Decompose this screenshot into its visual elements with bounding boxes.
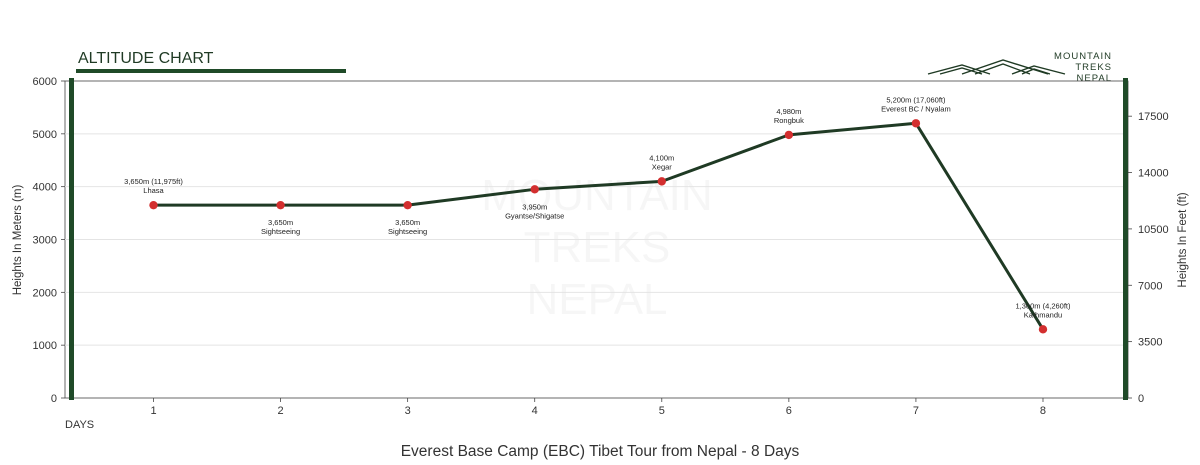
data-point xyxy=(657,177,666,186)
x-axis-title: DAYS xyxy=(65,419,94,431)
point-annotations: 3,650m (11,975ft)Lhasa3,650mSightseeing3… xyxy=(124,95,1071,319)
y-tick-label: 2000 xyxy=(33,287,57,299)
right-accent-bar xyxy=(1123,78,1128,400)
data-label-value: 4,100m xyxy=(649,153,674,162)
watermark-line-2: TREKS xyxy=(524,223,671,272)
x-tick-label: 3 xyxy=(405,405,411,417)
data-point xyxy=(784,130,794,140)
series-line xyxy=(153,121,1045,331)
data-label-place: Rongbuk xyxy=(774,116,804,125)
y-tick-label: 3000 xyxy=(33,235,57,247)
data-point xyxy=(403,200,412,210)
data-label-place: Sightseeing xyxy=(388,227,427,236)
x-axis: 1 2 3 4 5 6 7 8 xyxy=(150,398,1046,417)
left-accent-bar xyxy=(69,78,74,400)
y-tick-label: 1000 xyxy=(33,340,57,352)
y2-tick-label: 7000 xyxy=(1138,280,1162,292)
data-label-place: Kathmandu xyxy=(1024,310,1062,319)
data-point xyxy=(911,119,921,128)
data-label-place: Sightseeing xyxy=(261,227,300,236)
altitude-series xyxy=(149,119,1048,334)
y-tick-label: 4000 xyxy=(33,182,57,194)
data-point xyxy=(149,200,158,210)
x-tick-label: 4 xyxy=(532,405,538,417)
y2-tick-label: 14000 xyxy=(1138,168,1169,180)
data-label-place: Xegar xyxy=(652,162,673,171)
chart-subtitle: Everest Base Camp (EBC) Tibet Tour from … xyxy=(401,443,800,460)
mountain-peaks-icon xyxy=(927,59,1066,75)
y-axis-left: 0 1000 2000 3000 4000 5000 6000 xyxy=(33,76,65,405)
data-point xyxy=(276,200,285,210)
x-tick-label: 8 xyxy=(1040,405,1046,417)
y-axis-title: Heights In Meters (m) xyxy=(12,185,24,296)
gridlines xyxy=(65,133,1128,346)
logo-line-2: TREKS xyxy=(1075,62,1112,73)
watermark: MOUNTAIN TREKS NEPAL xyxy=(481,171,712,324)
data-point xyxy=(1038,325,1048,334)
chart-title: ALTITUDE CHART xyxy=(78,50,214,67)
y2-tick-label: 3500 xyxy=(1138,337,1162,349)
data-label-value: 3,950m xyxy=(522,202,547,211)
x-tick-label: 6 xyxy=(786,405,792,417)
data-label-place: Gyantse/Shigatse xyxy=(505,211,564,220)
y-tick-label: 5000 xyxy=(33,129,57,141)
y2-tick-label: 17500 xyxy=(1138,111,1169,123)
y2-tick-label: 10500 xyxy=(1138,224,1169,236)
data-label-place: Everest BC / Nyalam xyxy=(881,104,951,113)
y2-axis-title: Heights In Feet (ft) xyxy=(1177,192,1189,287)
data-label-value: 3,650m (11,975ft) xyxy=(124,177,183,186)
x-tick-label: 7 xyxy=(913,405,919,417)
data-label-value: 4,980m xyxy=(776,107,801,116)
brand-logo: MOUNTAIN TREKS NEPAL xyxy=(927,51,1112,84)
y-tick-label: 6000 xyxy=(33,76,57,88)
data-point xyxy=(530,185,539,194)
logo-line-3: NEPAL xyxy=(1077,73,1112,84)
y2-tick-label: 0 xyxy=(1138,393,1144,405)
x-tick-label: 1 xyxy=(150,405,156,417)
data-label-place: Lhasa xyxy=(143,186,164,195)
y-axis-right: 0 3500 7000 10500 14000 17500 xyxy=(1128,111,1169,405)
data-label-value: 5,200m (17,060ft) xyxy=(886,95,946,104)
logo-line-1: MOUNTAIN xyxy=(1054,51,1112,62)
data-label-value: 1,300m (4,260ft) xyxy=(1015,301,1071,310)
watermark-line-3: NEPAL xyxy=(526,275,667,324)
y-tick-label: 0 xyxy=(51,393,57,405)
x-tick-label: 2 xyxy=(278,405,284,417)
data-label-value: 3,650m xyxy=(395,218,420,227)
title-underline xyxy=(76,69,346,73)
x-tick-label: 5 xyxy=(659,405,665,417)
data-label-value: 3,650m xyxy=(268,218,293,227)
